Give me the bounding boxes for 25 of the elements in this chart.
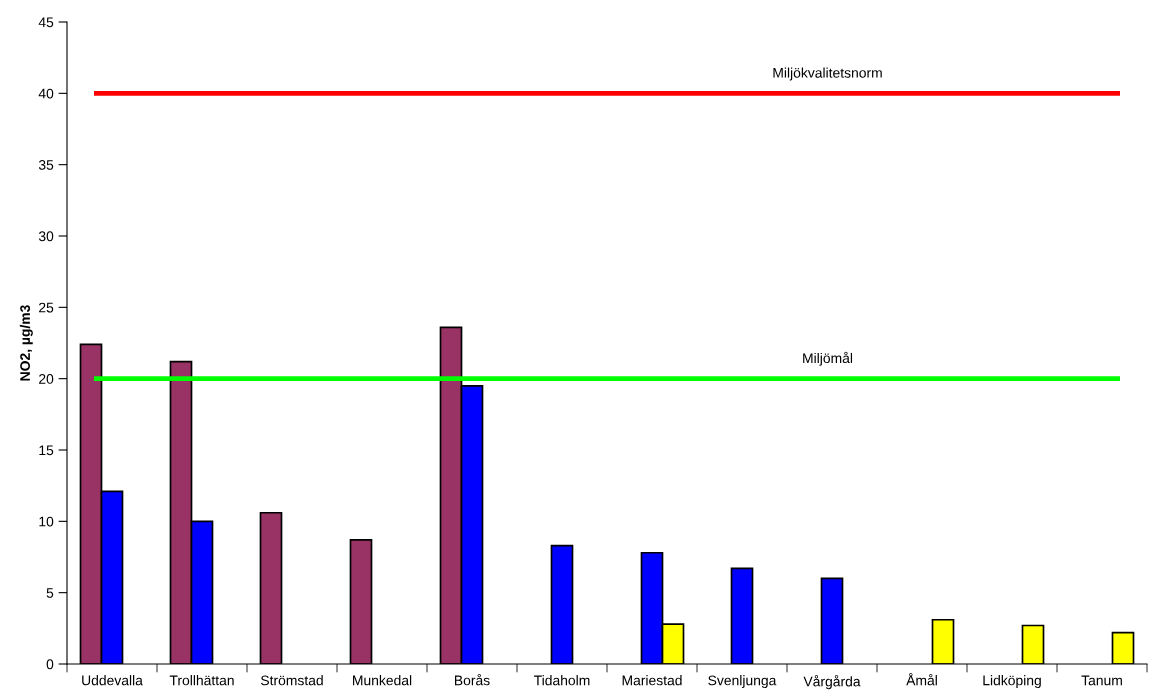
x-tick-label: Trollhättan bbox=[169, 675, 234, 686]
y-tick-label: 10 bbox=[39, 516, 54, 527]
x-tick-label: Lidköping bbox=[983, 675, 1041, 689]
x-tick-label: Tidaholm bbox=[534, 675, 590, 686]
ref-line-label: Miljömål bbox=[803, 351, 853, 366]
x-tick-label: Munkedal bbox=[353, 675, 412, 686]
x-tick-label: Svenljunga bbox=[708, 675, 777, 689]
y-tick-label: 15 bbox=[39, 445, 54, 456]
x-tick-label: Tanum bbox=[1081, 675, 1122, 686]
x-tick-label: Borås bbox=[455, 673, 490, 686]
y-tick-label: 40 bbox=[38, 88, 54, 99]
y-tick-label: 0 bbox=[46, 659, 54, 670]
x-tick-label: Uddevalla bbox=[82, 675, 143, 686]
x-tick-label: Åmål bbox=[906, 673, 937, 686]
y-tick-label: 35 bbox=[38, 160, 54, 170]
x-tick-label: Strömstad bbox=[260, 675, 323, 686]
y-tick-label: 5 bbox=[46, 588, 54, 598]
x-tick-label: Mariestad bbox=[622, 675, 682, 686]
y-tick-label: 20 bbox=[39, 374, 54, 384]
y-tick-label: 45 bbox=[38, 17, 54, 28]
y-tick-label: 30 bbox=[38, 231, 54, 242]
ref-line-label: Miljökvalitetsnorm bbox=[773, 67, 882, 81]
y-axis-title: NO2, µg/m3 bbox=[19, 305, 33, 381]
y-tick-label: 25 bbox=[39, 302, 54, 313]
x-tick-label: Vårgårda bbox=[803, 675, 861, 690]
